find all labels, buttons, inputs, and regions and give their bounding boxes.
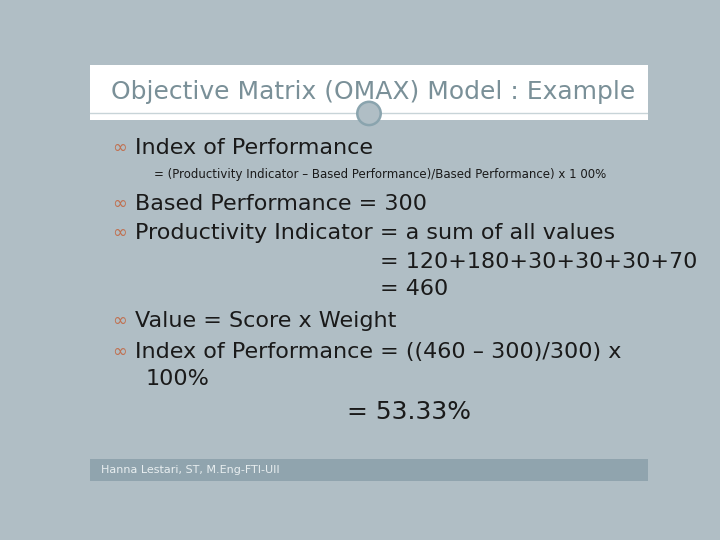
Text: Value = Score x Weight: Value = Score x Weight xyxy=(135,310,396,330)
Text: ∞: ∞ xyxy=(112,224,127,242)
Text: Hanna Lestari, ST, M.Eng-FTI-UII: Hanna Lestari, ST, M.Eng-FTI-UII xyxy=(101,465,280,475)
Text: Based Performance = 300: Based Performance = 300 xyxy=(135,194,427,214)
Text: Index of Performance: Index of Performance xyxy=(135,138,373,158)
Text: 100%: 100% xyxy=(145,369,210,389)
Text: = 53.33%: = 53.33% xyxy=(347,400,471,424)
Text: ∞: ∞ xyxy=(112,343,127,361)
Bar xyxy=(90,459,648,481)
Text: ∞: ∞ xyxy=(112,139,127,157)
Ellipse shape xyxy=(357,102,381,125)
Text: = 460: = 460 xyxy=(380,279,449,299)
Text: ∞: ∞ xyxy=(112,195,127,213)
Text: Index of Performance = ((460 – 300)/300) x: Index of Performance = ((460 – 300)/300)… xyxy=(135,342,621,362)
Text: Productivity Indicator = a sum of all values: Productivity Indicator = a sum of all va… xyxy=(135,223,615,243)
Text: = 120+180+30+30+30+70: = 120+180+30+30+30+70 xyxy=(380,252,698,272)
Text: Objective Matrix (OMAX) Model : Example: Objective Matrix (OMAX) Model : Example xyxy=(111,80,636,104)
Text: = (Productivity Indicator – Based Performance)/Based Performance) x 1 00%: = (Productivity Indicator – Based Perfor… xyxy=(154,168,606,181)
Bar xyxy=(90,65,648,120)
Text: ∞: ∞ xyxy=(112,312,127,329)
